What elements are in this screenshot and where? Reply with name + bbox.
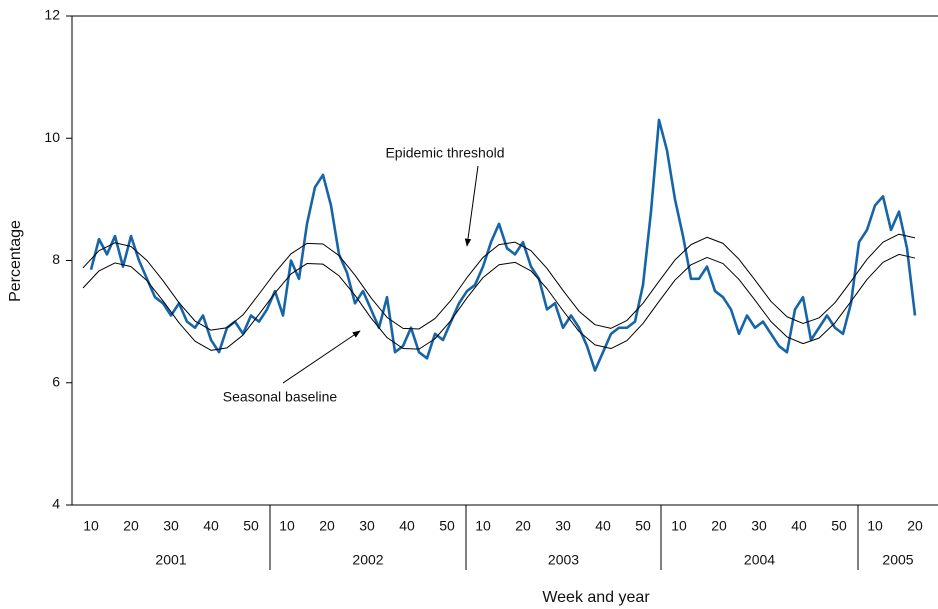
- x-tick-label: 20: [711, 518, 727, 534]
- x-tick-label: 50: [831, 518, 847, 534]
- x-tick-label: 20: [123, 518, 139, 534]
- y-axis-title: Percentage: [7, 220, 24, 302]
- x-tick-label: 30: [359, 518, 375, 534]
- year-label: 2001: [155, 552, 186, 568]
- annotation: Epidemic threshold: [385, 145, 504, 161]
- x-tick-label: 50: [635, 518, 651, 534]
- y-tick-label: 10: [44, 129, 60, 145]
- x-tick-label: 30: [163, 518, 179, 534]
- x-tick-label: 50: [243, 518, 259, 534]
- series-line: [82, 233, 916, 331]
- x-tick-label: 40: [595, 518, 611, 534]
- x-tick-label: 40: [791, 518, 807, 534]
- x-tick-label: 10: [279, 518, 295, 534]
- x-tick-label: 20: [319, 518, 335, 534]
- year-label: 2004: [744, 552, 775, 568]
- x-tick-label: 40: [203, 518, 219, 534]
- x-tick-label: 40: [399, 518, 415, 534]
- x-tick-label: 30: [751, 518, 767, 534]
- x-tick-label: 10: [867, 518, 883, 534]
- y-tick-label: 6: [52, 373, 60, 389]
- y-tick-label: 8: [52, 251, 60, 267]
- x-tick-label: 10: [671, 518, 687, 534]
- annotation-arrow: [464, 165, 479, 247]
- x-tick-label: 50: [439, 518, 455, 534]
- x-axis-title: Week and year: [542, 589, 650, 606]
- x-tick-label: 30: [555, 518, 571, 534]
- x-tick-label: 10: [475, 518, 491, 534]
- x-tick-label: 20: [515, 518, 531, 534]
- annotation-arrow: [282, 330, 361, 384]
- year-label: 2005: [882, 552, 913, 568]
- y-tick-label: 4: [52, 496, 60, 512]
- x-tick-label: 10: [83, 518, 99, 534]
- y-tick-label: 12: [44, 7, 60, 23]
- annotation: Seasonal baseline: [223, 389, 338, 405]
- year-label: 2003: [548, 552, 579, 568]
- x-tick-label: 20: [907, 518, 923, 534]
- series-line: [82, 253, 916, 351]
- year-label: 2002: [352, 552, 383, 568]
